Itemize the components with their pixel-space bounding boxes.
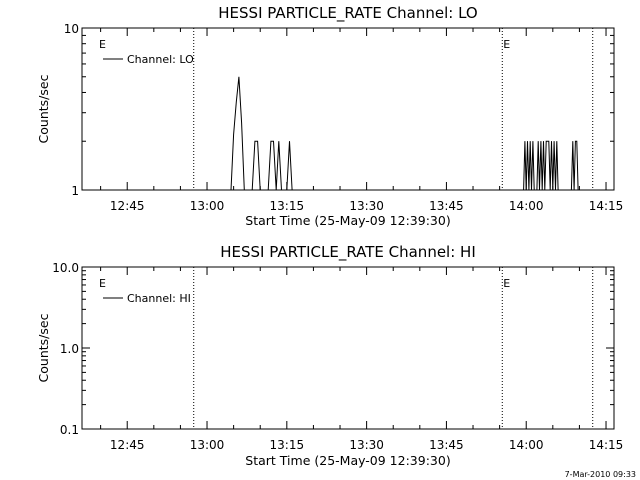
x-tick-label: 13:30 <box>349 199 384 213</box>
x-tick-label: 13:15 <box>270 199 305 213</box>
y-axis-label: Counts/sec <box>36 313 51 382</box>
series-line <box>230 76 580 191</box>
chart-title: HESSI PARTICLE_RATE Channel: HI <box>220 243 476 262</box>
x-tick-label: 13:45 <box>429 199 464 213</box>
x-tick-label: 13:30 <box>349 438 384 452</box>
x-tick-label: 13:00 <box>190 199 225 213</box>
y-tick-label: 1.0 <box>60 342 79 356</box>
x-tick-label: 14:15 <box>589 438 624 452</box>
timestamp: 7-Mar-2010 09:33 <box>565 470 636 479</box>
event-marker: E <box>503 38 510 51</box>
event-marker: E <box>99 277 106 290</box>
y-tick-label: 10 <box>64 22 79 36</box>
x-tick-label: 14:00 <box>509 199 544 213</box>
y-tick-label: 0.1 <box>60 423 79 437</box>
y-tick-label: 10.0 <box>52 261 79 275</box>
x-tick-label: 14:00 <box>509 438 544 452</box>
legend-label: Channel: LO <box>127 53 194 66</box>
x-tick-label: 13:45 <box>429 438 464 452</box>
chart-panel-1: HESSI PARTICLE_RATE Channel: LO 12:45 13:0… <box>36 4 623 228</box>
event-marker: E <box>99 38 106 51</box>
x-tick-label: 12:45 <box>110 199 145 213</box>
x-axis-label: Start Time (25-May-09 12:39:30) <box>245 213 450 228</box>
chart-title: HESSI PARTICLE_RATE Channel: LO <box>218 4 477 23</box>
x-tick-label: 13:15 <box>270 438 305 452</box>
legend-label: Channel: HI <box>127 292 191 305</box>
y-tick-label: 1 <box>71 184 79 198</box>
x-axis-label: Start Time (25-May-09 12:39:30) <box>245 453 450 468</box>
y-axis-label: Counts/sec <box>36 74 51 143</box>
event-marker: E <box>503 277 510 290</box>
x-tick-label: 12:45 <box>110 438 145 452</box>
x-tick-label: 13:00 <box>190 438 225 452</box>
chart-panel-2: HESSI PARTICLE_RATE Channel: HI 12:45 13:0… <box>36 243 623 468</box>
x-tick-label: 14:15 <box>589 199 624 213</box>
